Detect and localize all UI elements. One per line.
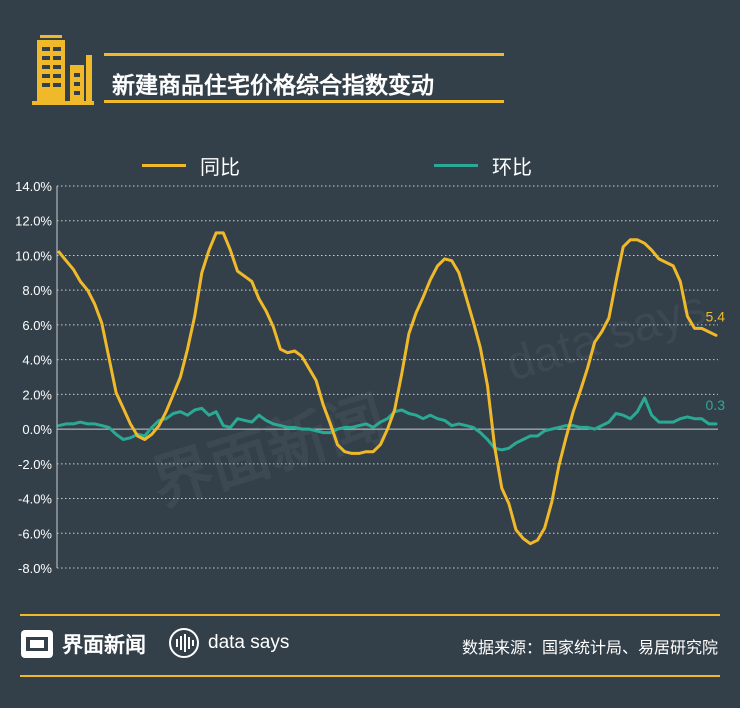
legend-item-yoy: 同比	[142, 150, 240, 180]
brand-name: 界面新闻	[62, 634, 146, 657]
legend-swatch-yoy	[142, 163, 186, 167]
y-axis: 14.0% 12.0% 10.0% 8.0% 6.0% 4.0% 2.0% 0.0% -2.0%…	[15, 179, 58, 576]
datasays-icon	[169, 628, 199, 658]
series-line-mom	[57, 396, 718, 452]
footer-divider-top	[20, 614, 720, 616]
datasays-text: data says	[208, 632, 290, 653]
y-tick-label: 14.0%	[15, 179, 52, 194]
data-source: 数据来源：国家统计局、易居研究院	[461, 640, 718, 657]
title-box: 新建商品住宅价格综合指数变动	[104, 53, 504, 103]
legend-item-mom: 环比	[434, 150, 532, 180]
footer-divider-bottom	[20, 675, 720, 677]
legend-label-mom: 环比	[492, 156, 532, 179]
end-value-label: 0.3	[706, 397, 726, 413]
y-tick-label: -2.0%	[18, 457, 52, 472]
jiemian-logo-icon	[21, 630, 53, 658]
y-tick-label: -6.0%	[18, 526, 52, 541]
header: 新建商品住宅价格综合指数变动	[0, 0, 740, 130]
brand-logo: 界面新闻	[20, 629, 146, 659]
end-value-label: 5.4	[706, 308, 726, 324]
footer: 界面新闻 data says 数据来源：国家统计局、易居研究院	[0, 615, 740, 675]
y-tick-label: 4.0%	[22, 353, 52, 368]
series-line-yoy	[57, 231, 718, 546]
y-tick-label: 0.0%	[22, 422, 52, 437]
legend-swatch-mom	[434, 163, 478, 167]
chart-grid	[57, 185, 718, 569]
chart-annotations: 5.4 0.3	[706, 308, 726, 413]
y-tick-label: 2.0%	[22, 387, 52, 402]
building-icon	[32, 35, 94, 105]
page-title: 新建商品住宅价格综合指数变动	[112, 72, 434, 98]
y-tick-label: 10.0%	[15, 248, 52, 263]
legend-label-yoy: 同比	[200, 156, 240, 179]
y-tick-label: 6.0%	[22, 318, 52, 333]
y-tick-label: -8.0%	[18, 561, 52, 576]
y-tick-label: 12.0%	[15, 214, 52, 229]
chart-series	[57, 231, 718, 546]
chart-legend: 同比 环比	[0, 150, 740, 180]
y-tick-label: -4.0%	[18, 492, 52, 507]
y-tick-label: 8.0%	[22, 283, 52, 298]
datasays-logo: data says	[168, 627, 289, 659]
line-chart: 14.0% 12.0% 10.0% 8.0% 6.0% 4.0% 2.0% 0.0% -2.0%…	[15, 179, 726, 576]
